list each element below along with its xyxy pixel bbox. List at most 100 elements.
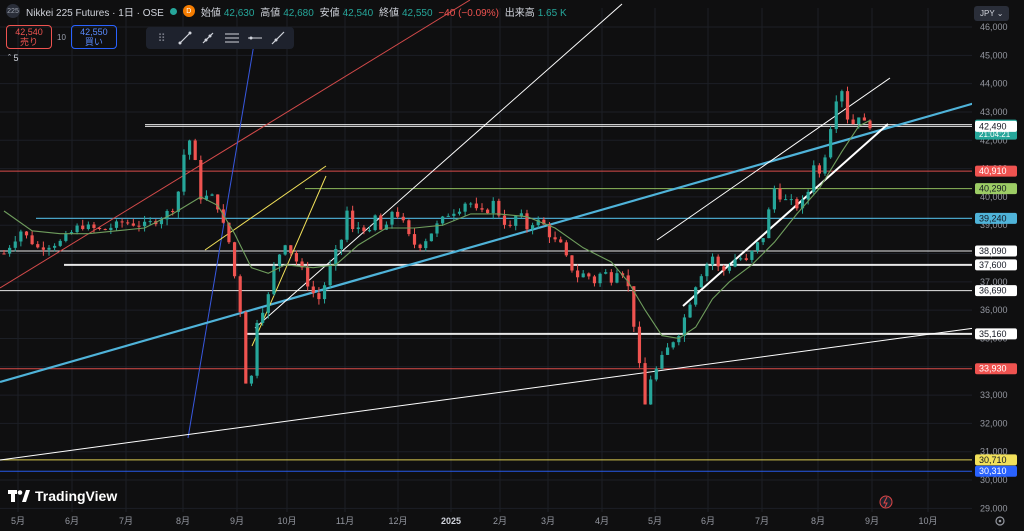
price-axis: 29,00030,00031,00032,00033,00034,00035,0…: [972, 0, 1024, 531]
horizontal-ray-tool-icon[interactable]: [245, 29, 264, 47]
parallel-channel-tool-icon[interactable]: [222, 29, 241, 47]
tradingview-logo[interactable]: TradingView: [8, 488, 117, 504]
candle-body: [103, 229, 107, 231]
candle-body: [362, 227, 366, 232]
candle-body: [317, 293, 321, 300]
long-support-line[interactable]: [0, 327, 976, 461]
candle: [148, 217, 152, 226]
sell-price: 42,540: [15, 27, 43, 37]
event-flash-icon[interactable]: [879, 495, 893, 509]
candle-body: [868, 120, 872, 129]
y-tick-label: 29,000: [980, 503, 1008, 513]
candle-body: [322, 285, 327, 300]
candle: [238, 274, 242, 318]
yellow-channel-bottom[interactable]: [251, 175, 327, 347]
candle-body: [452, 213, 456, 216]
candle-body: [592, 276, 597, 284]
candle: [682, 314, 687, 342]
chevron-up-icon: ˆ: [8, 53, 11, 63]
candle-body: [525, 213, 529, 230]
buy-button[interactable]: 42,550 買い: [70, 25, 117, 49]
white-rising-line[interactable]: [254, 3, 623, 329]
currency-label: JPY: [980, 9, 995, 18]
channel-top-line[interactable]: [656, 77, 891, 241]
channel-bottom-line[interactable]: [682, 123, 889, 307]
trade-panel: 42,540 売り 10 42,550 買い: [6, 25, 117, 49]
candle-body: [137, 225, 141, 227]
ray-tool-icon[interactable]: [199, 29, 218, 47]
candle-body: [800, 199, 805, 209]
candle-body: [182, 154, 186, 192]
drag-handle-icon[interactable]: ⠿: [157, 32, 166, 45]
red-trend-line[interactable]: [0, 0, 471, 289]
candle-body: [81, 225, 85, 229]
indicator-toggle[interactable]: ˆ 5: [8, 53, 19, 63]
candle: [379, 213, 383, 230]
price-label-text: 33,930: [979, 364, 1007, 374]
cyan-trend-line[interactable]: [0, 101, 976, 384]
candle: [834, 95, 838, 133]
candle: [677, 334, 681, 346]
trend-line-tool-icon[interactable]: [175, 29, 194, 47]
candle: [109, 223, 113, 235]
extended-line-tool-icon[interactable]: [269, 29, 288, 47]
candle-body: [210, 194, 214, 196]
candle: [817, 163, 821, 178]
volume-value: 1.65 K: [537, 7, 567, 19]
open-value: 42,630: [223, 7, 255, 19]
y-tick-label: 39,000: [980, 220, 1008, 230]
countdown-text: 21:04:21: [979, 130, 1011, 139]
sell-button[interactable]: 42,540 売り: [6, 25, 52, 49]
candle-body: [649, 379, 653, 405]
candle-body: [469, 203, 473, 205]
x-tick-label: 4月: [595, 516, 609, 526]
candle-body: [637, 326, 642, 364]
candle: [716, 254, 720, 271]
symbol-title[interactable]: Nikkei 225 Futures · 1日 · OSE: [26, 7, 164, 19]
candle-body: [699, 276, 703, 288]
candle-body: [508, 224, 512, 226]
price-label-bg: [975, 245, 1017, 257]
candle-body: [64, 233, 68, 241]
currency-selector[interactable]: JPY ⌄: [974, 6, 1010, 21]
candle: [227, 222, 231, 244]
candle: [36, 241, 40, 249]
yellow-channel-top[interactable]: [204, 165, 327, 251]
price-label: 30,710: [975, 454, 1017, 466]
candle-body: [435, 223, 439, 234]
candle-body: [176, 191, 180, 212]
candle: [176, 191, 180, 218]
candle-body: [8, 247, 12, 254]
x-tick-label: 6月: [701, 516, 715, 526]
candle: [575, 264, 580, 283]
candle-body: [193, 140, 197, 160]
candle: [351, 205, 355, 233]
gear-icon[interactable]: [995, 516, 1005, 526]
sell-label: 売り: [19, 37, 38, 47]
candle: [159, 216, 164, 229]
candle-body: [41, 247, 45, 250]
candle-body: [716, 256, 720, 267]
indicator-count: 5: [13, 53, 19, 63]
candle-body: [97, 227, 102, 230]
candle: [671, 341, 675, 350]
candle-body: [384, 224, 388, 230]
candle-body: [823, 157, 827, 174]
candle: [744, 253, 748, 262]
candle-body: [356, 227, 360, 230]
candle-body: [834, 101, 838, 130]
price-label-text: 36,690: [979, 286, 1007, 296]
candle: [789, 194, 793, 205]
price-label: 37,600: [975, 259, 1017, 271]
candle: [525, 209, 529, 233]
buy-price: 42,550: [80, 27, 108, 37]
y-tick-label: 45,000: [980, 50, 1008, 60]
candle: [750, 250, 754, 263]
candle: [446, 213, 450, 217]
delayed-badge[interactable]: D: [182, 5, 195, 17]
candle-body: [536, 219, 540, 226]
candle-body: [311, 286, 315, 294]
candle: [92, 221, 96, 233]
candle-body: [570, 255, 574, 271]
